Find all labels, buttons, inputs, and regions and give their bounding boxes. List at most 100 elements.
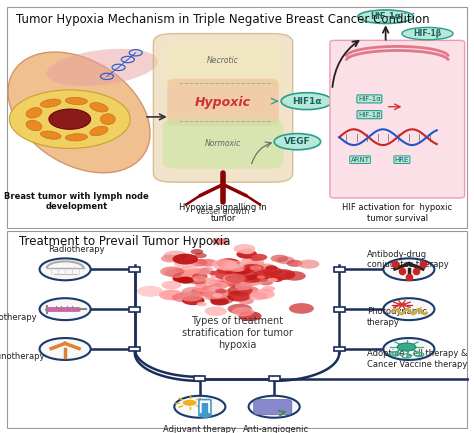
Circle shape	[233, 244, 255, 253]
Circle shape	[182, 400, 197, 406]
Circle shape	[213, 283, 222, 288]
Circle shape	[203, 291, 225, 301]
Circle shape	[242, 275, 261, 283]
Circle shape	[216, 258, 240, 268]
Circle shape	[165, 268, 188, 278]
Bar	[129, 346, 140, 352]
Text: Adoptive Cell therapy &
Cancer Vaccine therapy: Adoptive Cell therapy & Cancer Vaccine t…	[367, 349, 467, 368]
Circle shape	[262, 267, 283, 276]
Circle shape	[232, 291, 241, 295]
Circle shape	[235, 283, 253, 291]
Text: Tumor Hypoxia Mechanism in Triple Negative Breast Cancer Condition: Tumor Hypoxia Mechanism in Triple Negati…	[16, 13, 430, 26]
Circle shape	[180, 274, 200, 282]
Circle shape	[228, 264, 246, 272]
Circle shape	[208, 286, 221, 292]
Text: HIF activation for  hypoxic
tumor survival: HIF activation for hypoxic tumor surviva…	[342, 204, 452, 223]
Ellipse shape	[90, 103, 108, 112]
Circle shape	[257, 264, 275, 271]
Circle shape	[244, 262, 265, 271]
Circle shape	[262, 286, 275, 291]
Circle shape	[232, 307, 254, 317]
Circle shape	[241, 277, 263, 286]
Circle shape	[212, 259, 237, 270]
Circle shape	[191, 292, 202, 297]
Circle shape	[174, 396, 226, 418]
Circle shape	[192, 273, 208, 280]
Circle shape	[197, 269, 211, 275]
Circle shape	[209, 271, 219, 275]
Ellipse shape	[65, 97, 87, 105]
Circle shape	[241, 274, 260, 282]
Circle shape	[190, 269, 200, 273]
Bar	[129, 307, 140, 312]
Text: ARNT: ARNT	[351, 157, 370, 163]
Circle shape	[244, 264, 264, 273]
Circle shape	[210, 274, 219, 278]
Circle shape	[192, 275, 208, 282]
Circle shape	[238, 311, 262, 321]
Circle shape	[230, 282, 246, 289]
Circle shape	[251, 289, 275, 299]
Circle shape	[226, 281, 241, 287]
Ellipse shape	[281, 93, 332, 110]
Circle shape	[137, 286, 163, 297]
Ellipse shape	[100, 114, 115, 125]
Circle shape	[222, 289, 232, 294]
Bar	[334, 307, 345, 312]
Circle shape	[194, 253, 207, 258]
Circle shape	[227, 291, 238, 296]
Ellipse shape	[274, 133, 320, 150]
Circle shape	[191, 249, 203, 255]
Circle shape	[164, 251, 188, 261]
Text: Chemotherapy: Chemotherapy	[0, 313, 37, 322]
Circle shape	[177, 277, 194, 284]
Circle shape	[383, 298, 434, 320]
Circle shape	[191, 288, 208, 295]
Circle shape	[225, 269, 248, 279]
Circle shape	[174, 259, 195, 268]
Text: HIF-1β: HIF-1β	[413, 29, 442, 38]
Circle shape	[240, 248, 254, 254]
Circle shape	[242, 288, 250, 292]
Circle shape	[161, 281, 181, 289]
Ellipse shape	[8, 52, 150, 173]
Text: HIF-1α: HIF-1α	[358, 96, 381, 102]
Circle shape	[215, 289, 227, 294]
Bar	[334, 346, 345, 352]
Circle shape	[201, 278, 218, 284]
Circle shape	[190, 278, 206, 284]
Circle shape	[210, 294, 234, 305]
Ellipse shape	[90, 126, 108, 136]
Circle shape	[217, 269, 228, 274]
Circle shape	[271, 255, 288, 262]
Ellipse shape	[26, 108, 42, 118]
FancyBboxPatch shape	[154, 34, 293, 182]
Circle shape	[182, 295, 205, 305]
Circle shape	[238, 298, 254, 304]
Bar	[334, 267, 345, 272]
Circle shape	[173, 272, 198, 283]
Circle shape	[190, 259, 208, 267]
Ellipse shape	[40, 99, 61, 107]
Circle shape	[160, 266, 184, 277]
Circle shape	[173, 277, 186, 283]
Circle shape	[205, 307, 227, 316]
Text: Photodynamic
therapy: Photodynamic therapy	[367, 307, 427, 327]
Text: Adjuvant therapy: Adjuvant therapy	[164, 425, 237, 433]
Circle shape	[234, 267, 251, 275]
Circle shape	[199, 259, 217, 267]
Ellipse shape	[358, 10, 413, 23]
Ellipse shape	[65, 134, 87, 141]
Circle shape	[241, 286, 259, 294]
Circle shape	[383, 338, 434, 360]
Circle shape	[209, 279, 229, 288]
Text: Radiotherapy: Radiotherapy	[48, 245, 105, 254]
Text: HIF-1β: HIF-1β	[358, 112, 381, 118]
Text: Normoxic: Normoxic	[205, 139, 241, 149]
Circle shape	[269, 276, 283, 282]
Circle shape	[202, 267, 213, 271]
Circle shape	[227, 285, 253, 296]
Circle shape	[249, 292, 268, 300]
Circle shape	[197, 286, 223, 297]
Circle shape	[196, 270, 206, 274]
